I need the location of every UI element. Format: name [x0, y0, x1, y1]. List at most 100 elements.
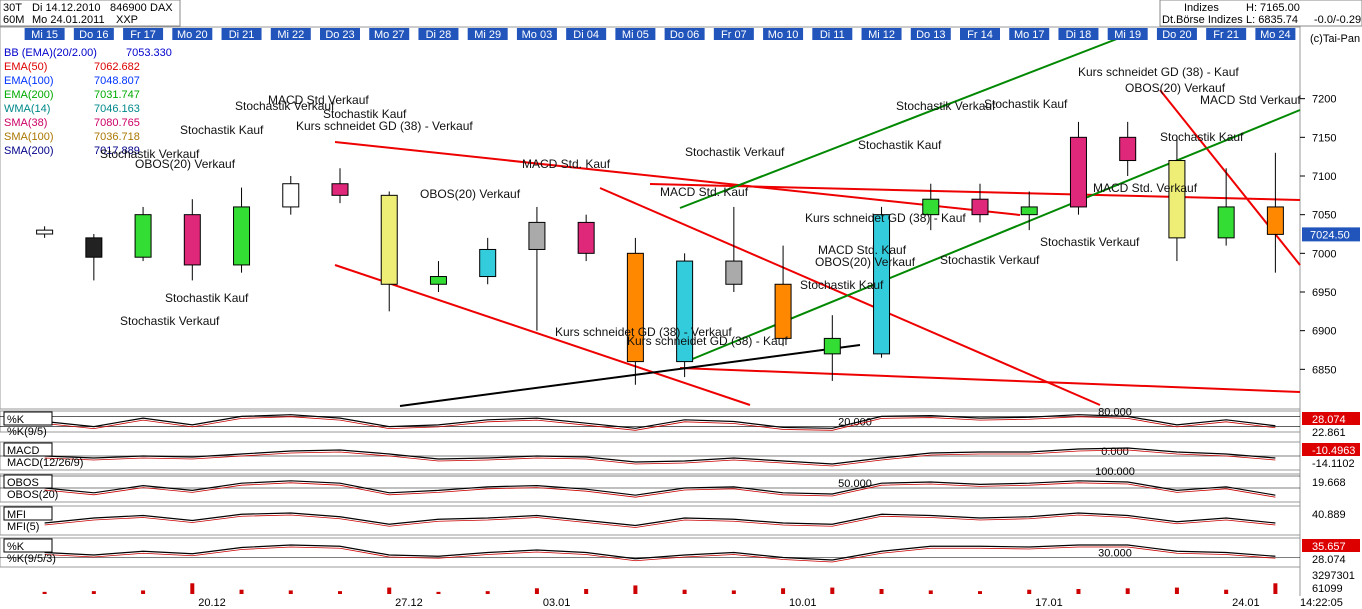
legend-value: 7053.330: [126, 47, 172, 59]
change: -0.0/-0.29: [1314, 14, 1361, 26]
signal-line: [44, 449, 1276, 467]
volume-bar: [584, 589, 589, 594]
x-tick-label: Mi 29: [474, 29, 501, 41]
y-tick-label: 7100: [1312, 171, 1336, 183]
indicator-line: [44, 512, 1276, 527]
volume-bar: [1076, 589, 1081, 594]
day-box: [763, 28, 804, 40]
volume-bar: [781, 588, 786, 594]
market: Dt.Börse Indizes: [1162, 14, 1243, 26]
signal-line: [44, 482, 1276, 498]
x-tick-label: Mo 20: [177, 29, 208, 41]
volume-bar: [879, 589, 884, 594]
indicator-line: [44, 480, 1276, 496]
volume-bar: [190, 583, 195, 594]
x-tick-label: Do 23: [325, 29, 354, 41]
annotation: Kurs schneidet GD (38) - Kauf: [805, 211, 966, 225]
legend-value: 7080.765: [94, 117, 140, 129]
volume-bar: [1174, 587, 1179, 594]
day-box: [566, 28, 607, 40]
panel-subtitle: MACD(12/26/9): [7, 457, 83, 469]
name: DAX: [150, 2, 173, 14]
volume-bar: [1273, 583, 1278, 594]
x-tick-label: Mo 17: [1014, 29, 1045, 41]
candle-body: [85, 237, 103, 258]
volume-bar: [731, 590, 736, 594]
candle-body: [1217, 206, 1235, 239]
header-box: [0, 0, 181, 27]
annotation: MACD Std Verkauf: [268, 93, 369, 107]
annotation: Stochastik Verkauf: [100, 147, 200, 161]
volume-bar: [978, 591, 982, 594]
panel-frame: [0, 505, 1301, 536]
day-box: [713, 28, 754, 40]
candle-body: [577, 221, 595, 254]
annotation: MACD Std. Kauf: [818, 243, 907, 257]
annotation: Stochastik Kauf: [323, 107, 407, 121]
day-box: [1255, 28, 1296, 40]
x-tick-label: Mi 19: [1114, 29, 1141, 41]
x-tick-label: Mi 05: [622, 29, 649, 41]
annotation: Kurs schneidet GD (38) - Kauf: [1078, 65, 1239, 79]
group: Indizes: [1184, 2, 1219, 14]
candle-body: [528, 221, 546, 250]
day-box: [467, 28, 508, 40]
annotation: MACD Std. Kauf: [522, 157, 611, 171]
x-tick-label: Mo 03: [522, 29, 553, 41]
candle-body: [282, 183, 300, 208]
x-tick-label: Fr 07: [721, 29, 747, 41]
annotation: Stochastik Verkauf: [120, 314, 220, 328]
annotation: MACD Std Verkauf: [1200, 93, 1301, 107]
volume-bar: [1027, 589, 1032, 594]
current-value: 35.657: [1312, 541, 1346, 553]
annotation: MACD Std. Verkauf: [1093, 181, 1198, 195]
candle-body: [1069, 136, 1087, 208]
period: 30T: [3, 2, 22, 14]
volume-bar: [830, 587, 835, 594]
candle-body: [922, 198, 940, 216]
volume-bar: [42, 591, 47, 594]
low: L: 6835.74: [1246, 14, 1298, 26]
signal-line: [44, 514, 1276, 528]
x-tick-label: Do 06: [670, 29, 699, 41]
panel-title: %K: [7, 414, 25, 426]
day-box: [516, 28, 557, 40]
day-box: [172, 28, 213, 40]
volume-bar: [928, 590, 933, 594]
annotation: OBOS(20) Verkauf: [420, 187, 521, 201]
x-tick-label: Mi 15: [31, 29, 58, 41]
volume-bar: [682, 589, 687, 594]
annotation: OBOS(20) Verkauf: [1125, 81, 1226, 95]
candle-body: [134, 214, 152, 258]
panel-label-box: [3, 474, 53, 489]
day-box: [1009, 28, 1050, 40]
candle-body: [331, 183, 349, 196]
panel-title: MACD: [7, 445, 39, 457]
day-box: [73, 28, 114, 40]
level-label: 30.000: [1098, 548, 1132, 560]
current-value: 28.074: [1312, 414, 1346, 426]
x-tick-label: Di 28: [426, 29, 452, 41]
x-tick-label: Do 13: [916, 29, 945, 41]
annotation: Kurs schneidet GD (38) - Verkauf: [555, 325, 732, 339]
legend-value: 7031.747: [94, 89, 140, 101]
time: 14:22:05: [1300, 597, 1343, 609]
x-tick-label: Di 18: [1066, 29, 1092, 41]
volume-bar: [91, 591, 96, 594]
panel-title: OBOS: [7, 477, 39, 489]
signal-line: [44, 416, 1276, 431]
date-label: 24.01: [1232, 597, 1260, 609]
panel-label-box: [3, 411, 53, 426]
annotation: OBOS(20) Verkauf: [815, 255, 916, 269]
y-tick-label: 6850: [1312, 364, 1336, 376]
day-box: [1206, 28, 1247, 40]
date-label: 10.01: [789, 597, 817, 609]
start-date: Di 14.12.2010: [32, 2, 101, 14]
x-tick-label: Fr 21: [1213, 29, 1239, 41]
x-tick-label: Mo 10: [768, 29, 799, 41]
indicator-line: [44, 414, 1276, 429]
annotation: OBOS(20) Verkauf: [135, 157, 236, 171]
end-date: Mo 24.01.2011: [32, 14, 105, 26]
panel-subtitle: MFI(5): [7, 521, 39, 533]
